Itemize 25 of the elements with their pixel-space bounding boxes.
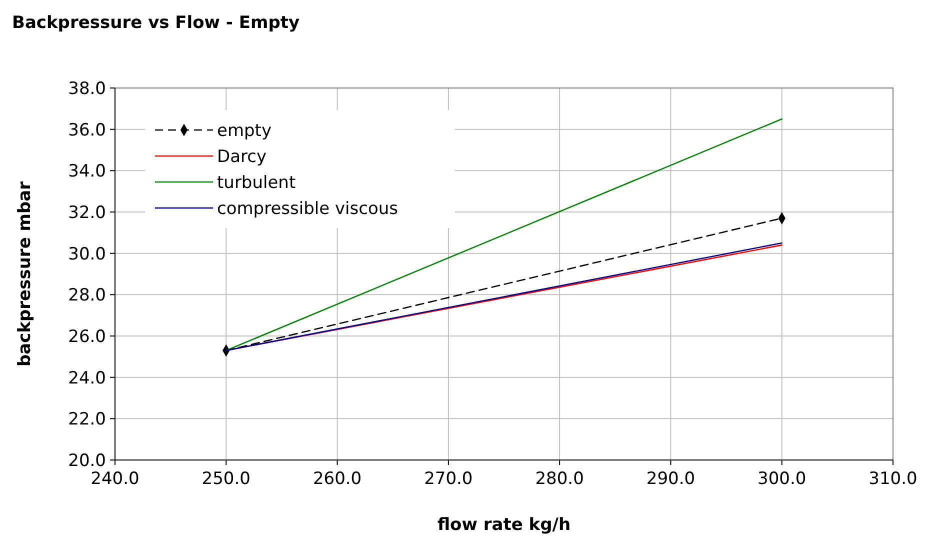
y-tick-label: 24.0 [68,368,106,388]
legend-label: empty [217,121,272,141]
y-tick-label: 32.0 [68,203,106,223]
y-tick-label: 20.0 [68,451,106,471]
legend-label: compressible viscous [217,199,398,219]
y-tick-label: 34.0 [68,162,106,182]
y-tick-label: 30.0 [68,244,106,264]
x-tick-label: 300.0 [758,469,806,489]
x-axis-title: flow rate kg/h [437,515,571,535]
x-tick-label: 240.0 [90,469,140,489]
x-tick-label: 280.0 [535,469,584,489]
y-axis-title: backpressure mbar [15,180,35,367]
y-tick-label: 28.0 [68,286,106,306]
y-tick-label: 38.0 [68,79,106,99]
x-tick-label: 260.0 [312,469,362,489]
x-tick-label: 290.0 [646,469,696,489]
chart-title: Backpressure vs Flow - Empty [12,13,300,33]
legend-label: Darcy [217,147,267,167]
legend-label: turbulent [217,173,296,193]
y-tick-label: 22.0 [68,410,106,430]
y-tick-label: 36.0 [68,120,106,140]
x-tick-label: 310.0 [868,469,918,489]
x-tick-label: 270.0 [424,469,473,489]
x-tick-label: 250.0 [202,469,250,489]
y-tick-label: 26.0 [68,327,106,347]
